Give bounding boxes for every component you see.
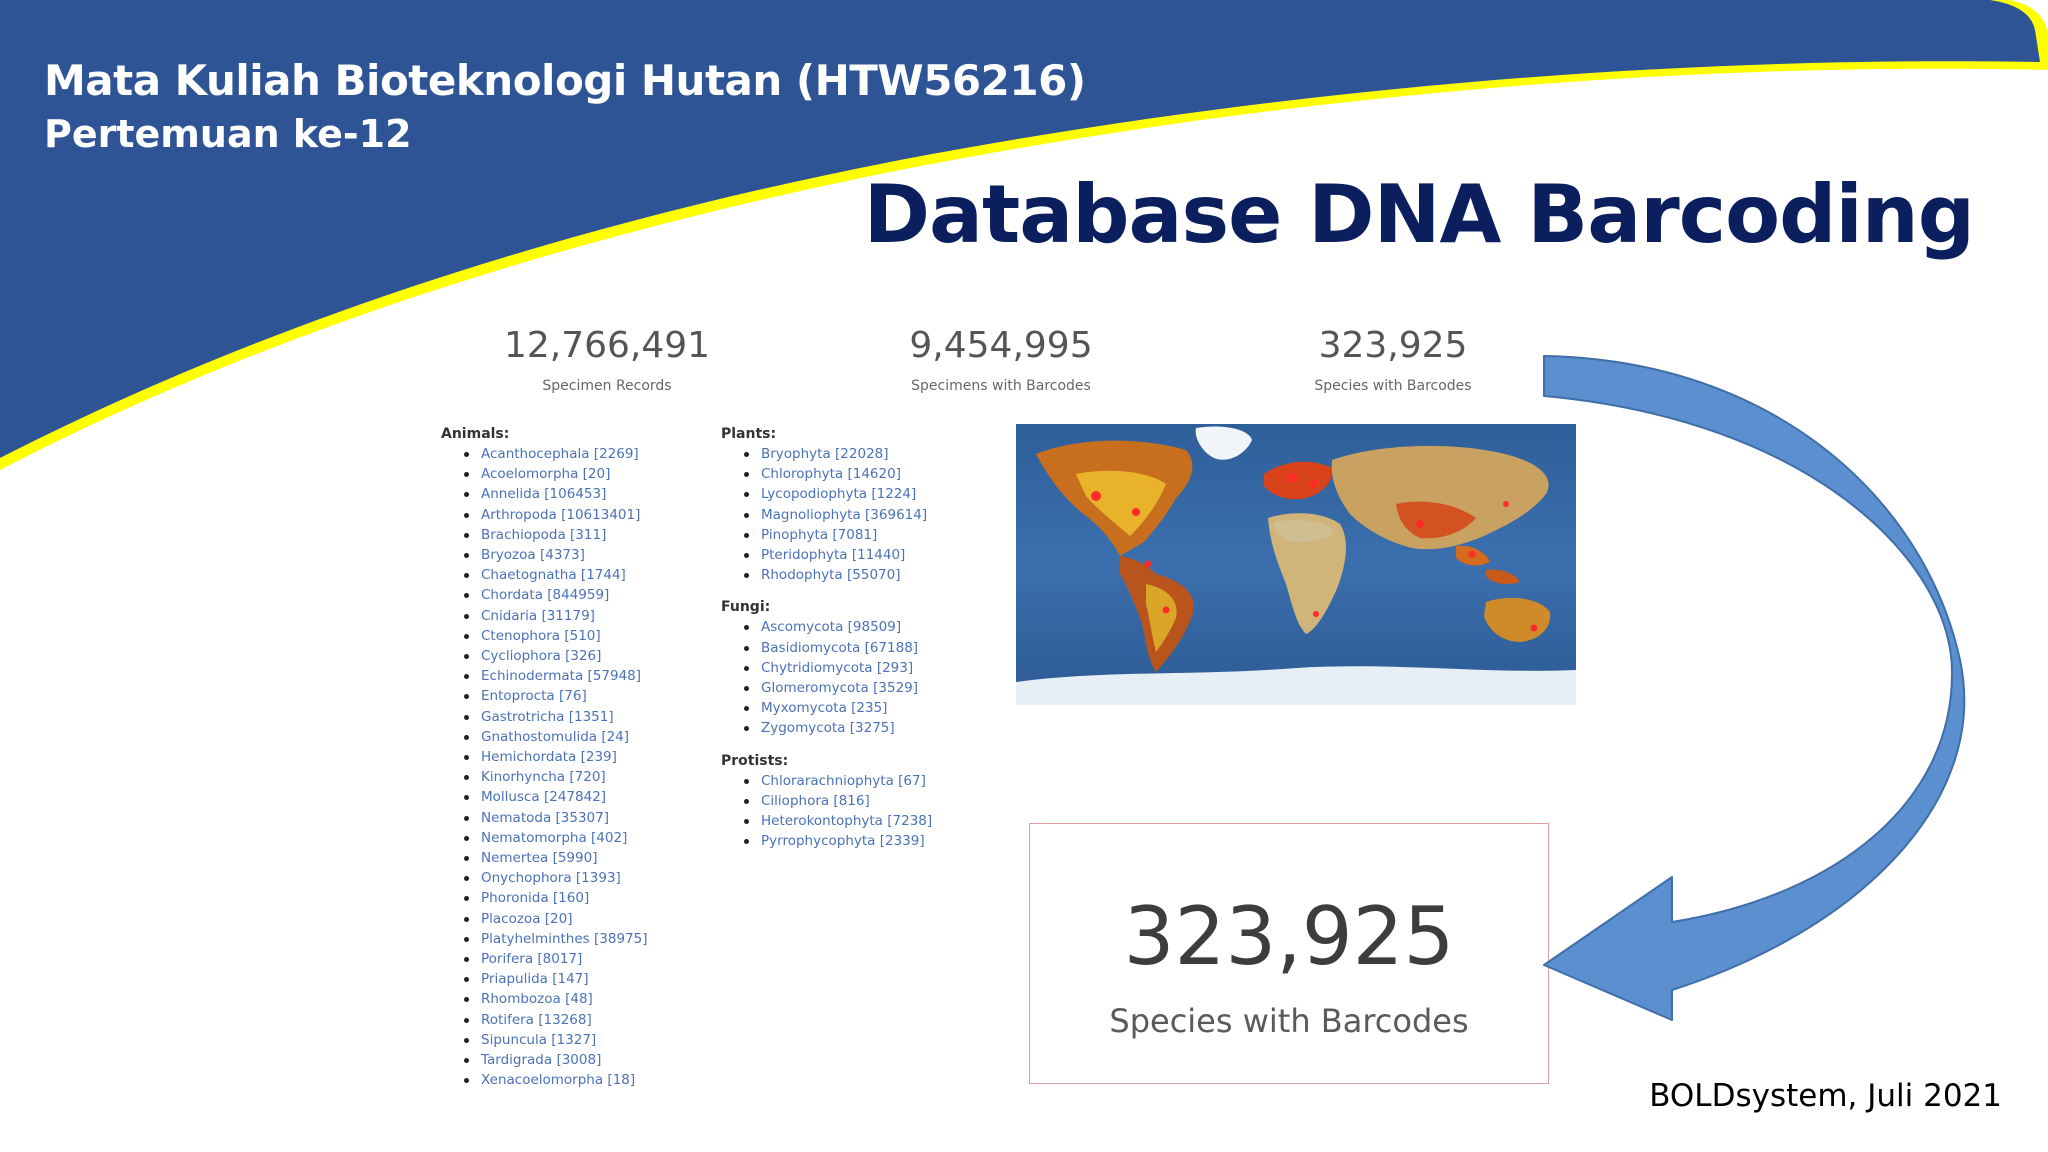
- taxon-link[interactable]: Nematomorpha [402]: [441, 828, 647, 848]
- taxon-link[interactable]: Chlorarachniophyta [67]: [721, 771, 932, 791]
- taxon-link[interactable]: Glomeromycota [3529]: [721, 678, 932, 698]
- group-title-plants: Plants:: [721, 426, 777, 442]
- taxon-link[interactable]: Rhodophyta [55070]: [721, 565, 932, 585]
- course-title: Mata Kuliah Bioteknologi Hutan (HTW56216…: [44, 56, 1086, 105]
- taxon-link[interactable]: Ciliophora [816]: [721, 791, 932, 811]
- stat-value: 12,766,491: [503, 325, 711, 366]
- taxon-link[interactable]: Chlorophyta [14620]: [721, 464, 932, 484]
- slide-title: Database DNA Barcoding: [863, 168, 1975, 261]
- taxon-link[interactable]: Nemertea [5990]: [441, 848, 647, 868]
- taxon-link[interactable]: Pyrrophycophyta [2339]: [721, 831, 932, 851]
- stat-specimens-with-barcodes: 9,454,995 Specimens with Barcodes: [871, 325, 1131, 395]
- taxon-link[interactable]: Placozoa [20]: [441, 909, 647, 929]
- taxon-link[interactable]: Entoprocta [76]: [441, 686, 647, 706]
- taxon-link[interactable]: Nematoda [35307]: [441, 808, 647, 828]
- taxon-link[interactable]: Ctenophora [510]: [441, 626, 647, 646]
- taxon-link[interactable]: Cycliophora [326]: [441, 646, 647, 666]
- highlight-label: Species with Barcodes: [1109, 1002, 1469, 1040]
- taxon-link[interactable]: Ascomycota [98509]: [721, 617, 932, 637]
- taxonomy-column-plants-fungi-protists: Plants: Bryophyta [22028] Chlorophyta [14…: [721, 424, 932, 863]
- taxon-link[interactable]: Chytridiomycota [293]: [721, 658, 932, 678]
- taxon-link[interactable]: Heterokontophyta [7238]: [721, 811, 932, 831]
- taxon-link[interactable]: Zygomycota [3275]: [721, 718, 932, 738]
- stat-label: Specimen Records: [542, 378, 672, 394]
- taxon-link[interactable]: Sipuncula [1327]: [441, 1030, 647, 1050]
- taxon-link[interactable]: Cnidaria [31179]: [441, 606, 647, 626]
- taxon-link[interactable]: Bryozoa [4373]: [441, 545, 647, 565]
- taxon-link[interactable]: Annelida [106453]: [441, 484, 647, 504]
- taxon-link[interactable]: Rotifera [13268]: [441, 1010, 647, 1030]
- group-title-fungi: Fungi:: [721, 599, 771, 616]
- taxon-link[interactable]: Gastrotricha [1351]: [441, 707, 647, 727]
- highlight-value: 323,925: [1123, 890, 1455, 983]
- stat-value: 9,454,995: [909, 325, 1093, 366]
- taxon-link[interactable]: Mollusca [247842]: [441, 787, 647, 807]
- taxon-link[interactable]: Gnathostomulida [24]: [441, 727, 647, 747]
- taxonomy-column-animals: Animals: Acanthocephala [2269] Acoelomorp…: [441, 424, 647, 1103]
- stat-specimen-records: 12,766,491 Specimen Records: [477, 325, 737, 395]
- stat-label: Specimens with Barcodes: [911, 378, 1091, 394]
- taxon-link[interactable]: Onychophora [1393]: [441, 868, 647, 888]
- specimen-world-map: [1016, 424, 1576, 705]
- group-title-protists: Protists:: [721, 752, 789, 769]
- taxon-link[interactable]: Chordata [844959]: [441, 585, 647, 605]
- taxon-link[interactable]: Arthropoda [10613401]: [441, 505, 647, 525]
- taxon-list-fungi: Ascomycota [98509] Basidiomycota [67188] C…: [721, 617, 932, 738]
- taxon-link[interactable]: Xenacoelomorpha [18]: [441, 1070, 647, 1090]
- group-title-animals: Animals:: [441, 426, 510, 442]
- taxon-link[interactable]: Rhombozoa [48]: [441, 989, 647, 1009]
- taxon-link[interactable]: Porifera [8017]: [441, 949, 647, 969]
- taxon-link[interactable]: Bryophyta [22028]: [721, 444, 932, 464]
- taxon-link[interactable]: Myxomycota [235]: [721, 698, 932, 718]
- taxon-link[interactable]: Magnoliophyta [369614]: [721, 505, 932, 525]
- taxon-list-plants: Bryophyta [22028] Chlorophyta [14620] Lyco…: [721, 444, 932, 585]
- taxon-link[interactable]: Phoronida [160]: [441, 888, 647, 908]
- taxon-link[interactable]: Echinodermata [57948]: [441, 666, 647, 686]
- taxon-link[interactable]: Hemichordata [239]: [441, 747, 647, 767]
- stat-value: 323,925: [1318, 325, 1468, 366]
- taxon-link[interactable]: Priapulida [147]: [441, 969, 647, 989]
- taxon-link[interactable]: Acanthocephala [2269]: [441, 444, 647, 464]
- taxon-list-animals: Acanthocephala [2269] Acoelomorpha [20] An…: [441, 444, 647, 1091]
- taxon-link[interactable]: Pteridophyta [11440]: [721, 545, 932, 565]
- taxon-link[interactable]: Tardigrada [3008]: [441, 1050, 647, 1070]
- taxon-link[interactable]: Acoelomorpha [20]: [441, 464, 647, 484]
- taxon-list-protists: Chlorarachniophyta [67] Ciliophora [816] H…: [721, 771, 932, 852]
- meeting-number: Pertemuan ke-12: [44, 112, 412, 156]
- highlight-species-count: 323,925 Species with Barcodes: [1029, 823, 1549, 1084]
- taxon-link[interactable]: Lycopodiophyta [1224]: [721, 484, 932, 504]
- taxon-link[interactable]: Kinorhyncha [720]: [441, 767, 647, 787]
- source-citation: BOLDsystem, Juli 2021: [1649, 1078, 2002, 1114]
- taxon-link[interactable]: Basidiomycota [67188]: [721, 638, 932, 658]
- stat-species-with-barcodes: 323,925 Species with Barcodes: [1263, 325, 1523, 395]
- taxon-link[interactable]: Chaetognatha [1744]: [441, 565, 647, 585]
- taxon-link[interactable]: Brachiopoda [311]: [441, 525, 647, 545]
- stat-label: Species with Barcodes: [1314, 378, 1472, 394]
- taxon-link[interactable]: Pinophyta [7081]: [721, 525, 932, 545]
- taxon-link[interactable]: Platyhelminthes [38975]: [441, 929, 647, 949]
